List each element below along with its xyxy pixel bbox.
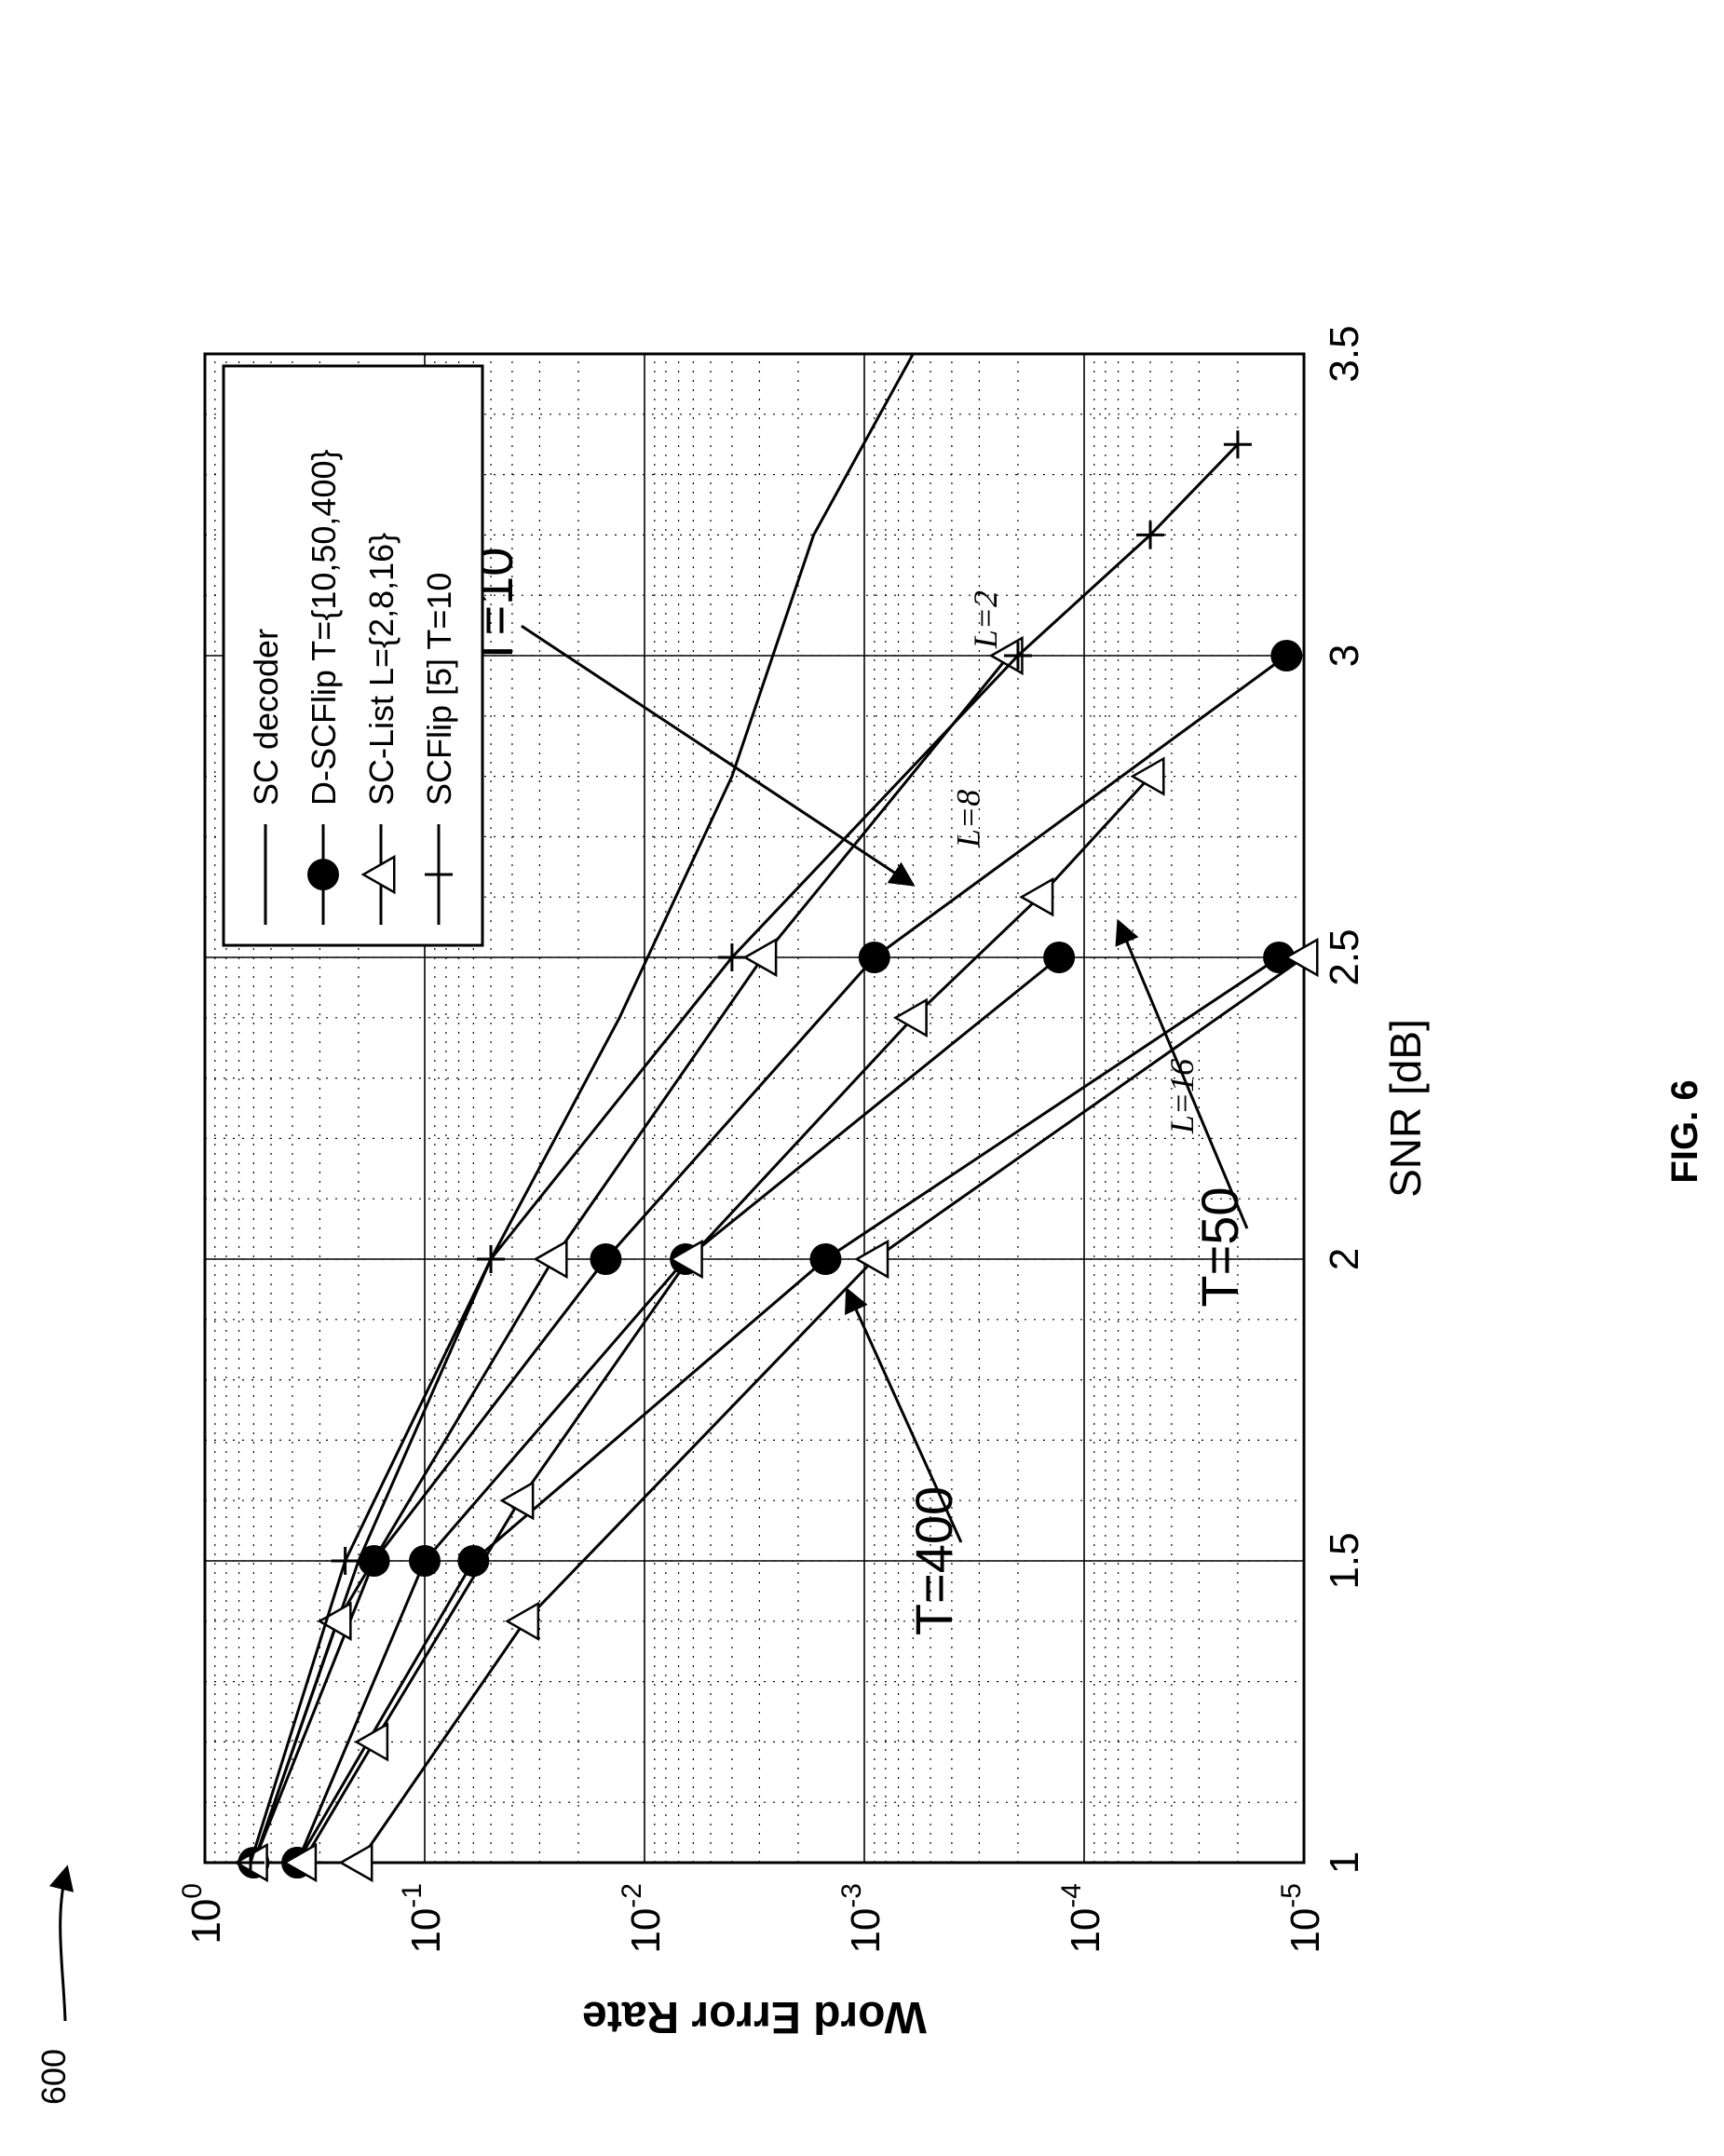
- triangle-marker: [360, 854, 396, 895]
- plus-marker: [331, 1547, 360, 1575]
- series-dscflip-3: [281, 942, 1296, 1878]
- circle-marker: [409, 1545, 441, 1577]
- triangle-marker: [499, 1481, 535, 1521]
- annotation-label: T=50: [1190, 1186, 1249, 1307]
- triangle-marker: [354, 1722, 389, 1762]
- reference-leader-arrow: [48, 1864, 75, 2022]
- legend-box: [222, 364, 484, 947]
- x-axis-label: SNR [dB]: [1381, 1019, 1430, 1198]
- reference-numeral: 600: [34, 2049, 73, 2105]
- y-axis-ticks: 100 10-1 10-2 10-3 10-4 10-5: [177, 1883, 1328, 1954]
- plus-marker: [236, 1849, 265, 1877]
- triangle-marker: [338, 1842, 373, 1883]
- figure-number-label: FIG. 6: [1664, 1079, 1705, 1183]
- legend: SC decoder D-SCFlip T={10,50,400} SC-List …: [222, 364, 484, 947]
- triangle-marker: [1130, 756, 1165, 796]
- x-tick-label: 3.5: [1322, 325, 1367, 382]
- series-sclist-5: [282, 756, 1165, 1883]
- annotation-arrow: [1115, 918, 1249, 1229]
- triangle-marker: [742, 937, 778, 978]
- circle-marker: [1270, 640, 1303, 671]
- y-tick-label: 10-3: [836, 1883, 889, 1954]
- series-line: [357, 956, 1305, 1864]
- annotation-label: T=400: [904, 1486, 963, 1635]
- triangle-marker: [1283, 937, 1319, 978]
- legend-entry-label: D-SCFlip T={10,50,400}: [305, 449, 343, 806]
- triangle-marker: [282, 1842, 318, 1883]
- y-tick-label: 100: [177, 1883, 229, 1945]
- legend-entry-label: SC decoder: [247, 629, 285, 806]
- series-layer: [233, 353, 1319, 1883]
- y-axis-label: Word Error Rate: [582, 1992, 927, 2041]
- y-tick-label: 10-5: [1276, 1883, 1328, 1954]
- plus-marker: [425, 861, 453, 889]
- series-sclist-6: [338, 937, 1319, 1883]
- triangle-marker: [668, 1239, 703, 1280]
- series-scflip-7: [236, 430, 1252, 1877]
- circle-marker: [457, 1545, 490, 1577]
- plot-frame: [203, 352, 1306, 1864]
- x-tick-label: 1: [1322, 1851, 1367, 1874]
- x-axis-ticks: 1 1.5 2 2.5 3 3.5: [1322, 325, 1367, 1874]
- plus-marker: [717, 943, 746, 971]
- series-line: [295, 956, 1061, 1864]
- legend-entry-label: SCFlip [5] T=10: [420, 573, 458, 806]
- y-tick-label: 10-2: [617, 1883, 669, 1954]
- annotation-label: L=8: [949, 790, 986, 848]
- plus-marker: [1136, 521, 1165, 549]
- plus-marker: [1003, 642, 1032, 670]
- y-tick-label: 10-4: [1056, 1883, 1108, 1954]
- triangle-marker: [533, 1239, 568, 1280]
- annotation-label: L=2: [967, 590, 1004, 649]
- triangle-marker: [892, 997, 928, 1037]
- x-tick-label: 1.5: [1322, 1532, 1367, 1589]
- circle-marker: [858, 942, 890, 973]
- circle-marker: [1263, 942, 1296, 973]
- circle-marker: [1043, 942, 1076, 973]
- plus-marker: [477, 1245, 506, 1273]
- x-tick-label: 2.5: [1322, 929, 1367, 985]
- triangle-marker: [317, 1601, 352, 1641]
- series-dscflip-2: [281, 942, 1076, 1878]
- y-tick-label: 10-1: [397, 1883, 449, 1954]
- x-tick-label: 2: [1322, 1248, 1367, 1270]
- legend-entry-label: SC-List L={2,8,16}: [362, 533, 400, 806]
- annotation-arrow: [521, 624, 916, 887]
- circle-marker: [809, 1243, 842, 1275]
- triangle-marker: [854, 1239, 889, 1280]
- circle-marker: [307, 859, 339, 891]
- plus-marker: [1223, 430, 1252, 459]
- triangle-marker: [505, 1601, 540, 1641]
- series-line: [295, 956, 1280, 1864]
- annotation-label: L=16: [1163, 1059, 1201, 1134]
- circle-marker: [590, 1243, 622, 1275]
- x-tick-label: 3: [1322, 644, 1367, 667]
- annotation-arrow: [845, 1286, 963, 1543]
- triangle-marker: [1019, 877, 1054, 917]
